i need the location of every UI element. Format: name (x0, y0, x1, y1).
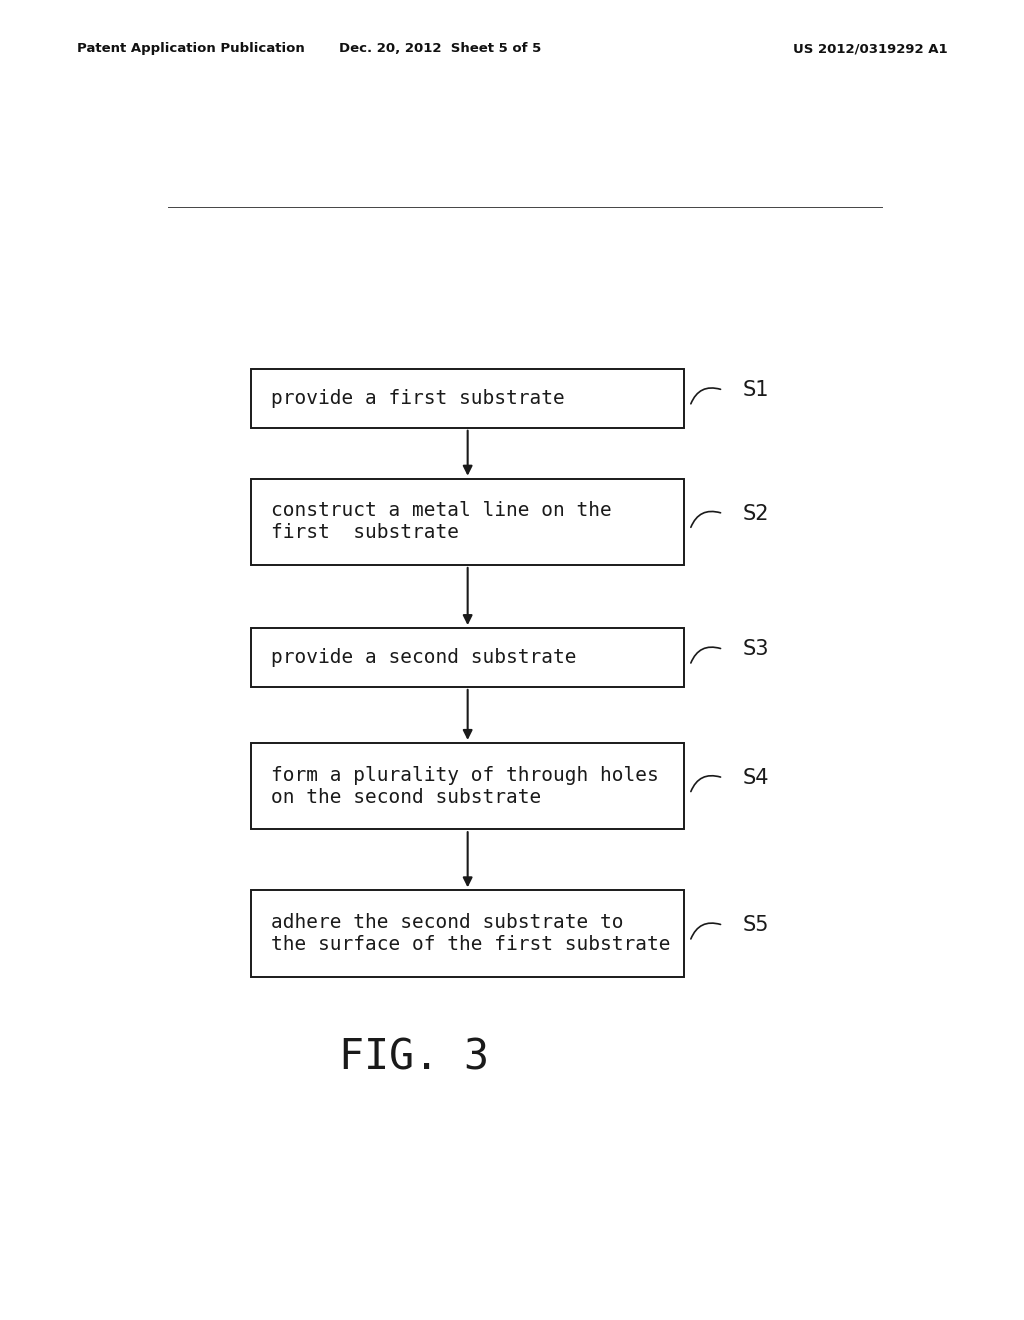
Text: provide a first substrate: provide a first substrate (270, 389, 564, 408)
Text: form a plurality of through holes
on the second substrate: form a plurality of through holes on the… (270, 766, 658, 807)
Text: S2: S2 (743, 504, 770, 524)
Text: S4: S4 (743, 768, 770, 788)
Bar (251, 890, 684, 977)
Bar (251, 368, 684, 428)
Bar (251, 628, 684, 686)
Text: S5: S5 (743, 915, 770, 936)
Bar (251, 743, 684, 829)
Text: construct a metal line on the
first  substrate: construct a metal line on the first subs… (270, 502, 611, 543)
Text: Patent Application Publication: Patent Application Publication (77, 42, 304, 55)
Text: US 2012/0319292 A1: US 2012/0319292 A1 (793, 42, 947, 55)
Text: adhere the second substrate to
the surface of the first substrate: adhere the second substrate to the surfa… (270, 913, 671, 954)
Text: S1: S1 (743, 380, 770, 400)
Text: Dec. 20, 2012  Sheet 5 of 5: Dec. 20, 2012 Sheet 5 of 5 (339, 42, 542, 55)
Bar (251, 479, 684, 565)
Text: S3: S3 (743, 639, 770, 659)
Text: provide a second substrate: provide a second substrate (270, 648, 577, 667)
Text: FIG. 3: FIG. 3 (339, 1038, 488, 1078)
